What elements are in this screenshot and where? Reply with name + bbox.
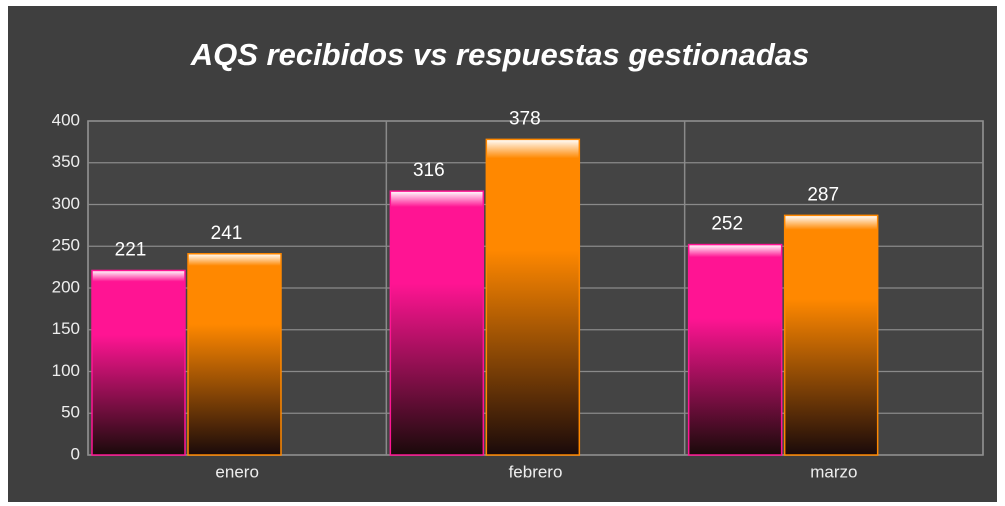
chart-title: AQS recibidos vs respuestas gestionadas bbox=[190, 37, 810, 72]
bar bbox=[783, 214, 879, 456]
y-tick-label: 0 bbox=[71, 444, 80, 463]
x-tick-label: marzo bbox=[810, 462, 857, 481]
y-tick-label: 50 bbox=[61, 403, 80, 422]
value-label: 316 bbox=[413, 160, 445, 181]
y-tick-label: 200 bbox=[52, 277, 80, 296]
value-label: 241 bbox=[211, 223, 243, 244]
y-tick-label: 400 bbox=[52, 110, 80, 129]
y-tick-label: 250 bbox=[52, 236, 80, 255]
value-label: 287 bbox=[807, 184, 839, 205]
value-label: 252 bbox=[711, 214, 743, 235]
bar bbox=[187, 253, 282, 456]
value-label: 221 bbox=[115, 239, 147, 260]
y-tick-label: 150 bbox=[52, 319, 80, 338]
x-tick-label: febrero bbox=[509, 462, 563, 481]
bar bbox=[485, 138, 581, 456]
bar bbox=[389, 190, 485, 456]
bar bbox=[91, 269, 186, 456]
y-tick-label: 350 bbox=[52, 152, 80, 171]
y-tick-label: 100 bbox=[52, 361, 80, 380]
value-label: 378 bbox=[509, 108, 541, 129]
x-tick-label: enero bbox=[215, 462, 258, 481]
bar bbox=[687, 243, 783, 456]
y-tick-label: 300 bbox=[52, 194, 80, 213]
